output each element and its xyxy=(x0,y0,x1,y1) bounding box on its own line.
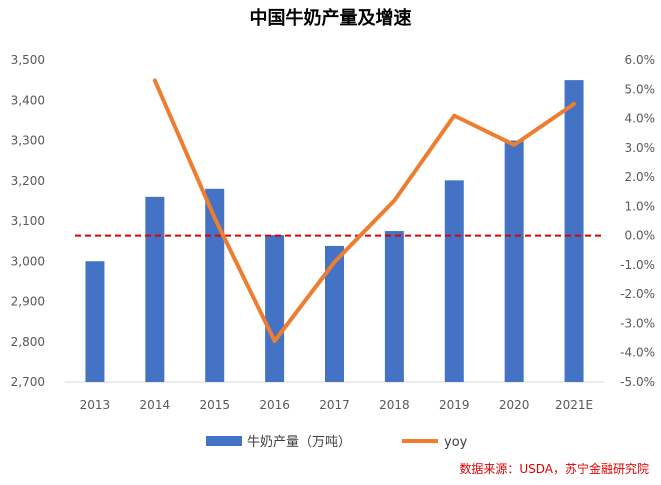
right-axis-tick-label: 3.0% xyxy=(625,141,656,155)
legend-swatch-bar xyxy=(206,436,242,446)
left-axis-tick-label: 2,900 xyxy=(11,295,45,309)
right-axis-tick-label: -5.0% xyxy=(620,375,655,389)
right-axis-tick-label: -3.0% xyxy=(620,316,655,330)
bar xyxy=(265,235,285,382)
bar xyxy=(384,231,404,382)
bar xyxy=(564,80,584,382)
x-axis-tick-label: 2017 xyxy=(319,398,350,412)
chart-title: 中国牛奶产量及增速 xyxy=(249,8,412,29)
bar xyxy=(325,245,344,382)
left-axis-tick-label: 3,300 xyxy=(11,134,45,148)
right-axis-tick-label: 6.0% xyxy=(625,53,656,67)
right-axis-tick-label: 5.0% xyxy=(625,82,656,96)
x-axis-tick-label: 2014 xyxy=(140,398,171,412)
x-axis-tick-label: 2016 xyxy=(259,398,290,412)
right-axis-tick-label: -1.0% xyxy=(620,258,655,272)
bar xyxy=(444,180,464,382)
right-axis-tick-label: -4.0% xyxy=(620,346,655,360)
x-axis-tick-label: 2021E xyxy=(555,398,593,412)
right-axis-tick-label: 1.0% xyxy=(625,199,656,213)
bar xyxy=(205,188,225,382)
left-axis-tick-label: 3,400 xyxy=(11,93,45,107)
bar xyxy=(85,261,105,382)
x-axis-tick-label: 2020 xyxy=(499,398,530,412)
left-axis-tick-label: 3,500 xyxy=(11,53,45,67)
x-axis-tick-label: 2015 xyxy=(199,398,230,412)
right-axis-tick-label: -2.0% xyxy=(620,287,655,301)
bar xyxy=(504,140,524,382)
x-axis-tick-label: 2013 xyxy=(80,398,111,412)
x-axis-tick-label: 2019 xyxy=(439,398,470,412)
left-axis-tick-label: 2,800 xyxy=(11,335,45,349)
right-axis-tick-label: 4.0% xyxy=(625,112,656,126)
right-axis-tick-label: 0.0% xyxy=(625,229,656,243)
source-note: 数据来源：USDA，苏宁金融研究院 xyxy=(459,462,649,476)
legend-label-line: yoy xyxy=(444,435,468,450)
left-axis-tick-label: 3,000 xyxy=(11,254,45,268)
legend-label-bar: 牛奶产量（万吨） xyxy=(247,435,351,450)
left-axis-tick-label: 3,200 xyxy=(11,174,45,188)
x-axis-tick-label: 2018 xyxy=(379,398,410,412)
left-axis-tick-label: 2,700 xyxy=(11,375,45,389)
bar xyxy=(145,196,165,382)
right-axis-tick-label: 2.0% xyxy=(625,170,656,184)
left-axis-tick-label: 3,100 xyxy=(11,214,45,228)
yoy-line xyxy=(152,78,577,344)
